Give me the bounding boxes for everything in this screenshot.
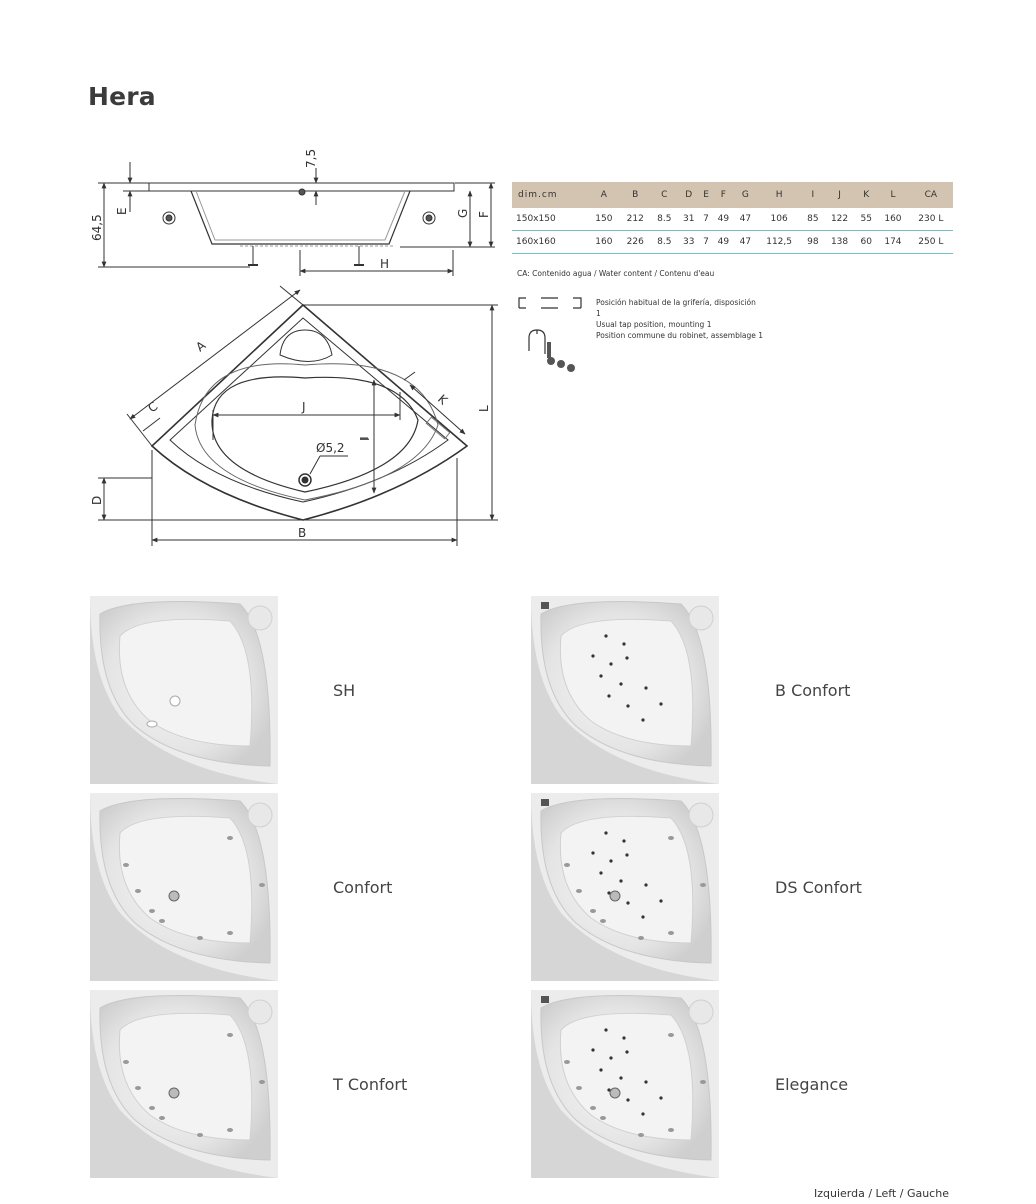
table-cell: 8.5 [650, 230, 678, 254]
table-cell: 212 [619, 208, 651, 231]
table-cell: 150x150 [512, 208, 589, 231]
model-label: DS Confort [775, 878, 862, 897]
table-row: 150x150 150 212 8.5 31 7 49 47 106 85 122 55 160 230 … [512, 208, 953, 231]
dim-label-h: H [380, 257, 389, 271]
table-cell: 122 [823, 208, 856, 231]
table-cell: 55 [855, 208, 878, 231]
table-header-cell: J [823, 182, 856, 208]
table-header-cell: I [801, 182, 824, 208]
water-content-note: CA: Contenido agua / Water content / Con… [517, 269, 715, 278]
table-cell: 98 [801, 230, 824, 254]
table-cell: 7 [699, 208, 713, 231]
dim-label-f: F [477, 211, 491, 218]
table-cell: 250 L [908, 230, 953, 254]
dim-label-e: E [115, 207, 129, 215]
table-cell: 150 [588, 208, 620, 231]
table-cell: 160 [877, 208, 909, 231]
side-shell [190, 190, 411, 245]
dim-label-g: G [456, 209, 470, 218]
model-photo [531, 793, 719, 981]
table-cell: 49 [712, 230, 735, 254]
dim-label-j: J [301, 400, 306, 414]
dim-label-b: B [298, 526, 306, 540]
table-cell: 47 [734, 230, 757, 254]
table-header-cell: G [734, 182, 757, 208]
table-header-cell: A [588, 182, 620, 208]
tap-position-text: Posición habitual de la grifería, dispos… [596, 297, 796, 341]
drain-diameter-label: Ø5,2 [316, 441, 345, 455]
table-cell: 160x160 [512, 230, 589, 254]
table-cell: 60 [855, 230, 878, 254]
model-photo [90, 793, 278, 981]
tap-text-es: Posición habitual de la grifería, dispos… [596, 298, 756, 307]
table-header-cell: K [855, 182, 878, 208]
model-photo [531, 596, 719, 784]
table-header-cell: dim.cm [512, 182, 589, 208]
table-header-cell: D [677, 182, 700, 208]
table-cell: 47 [734, 208, 757, 231]
dim-label-7-5: 7,5 [304, 149, 318, 168]
model-label: Confort [333, 878, 393, 897]
table-cell: 160 [588, 230, 620, 254]
table-cell: 138 [823, 230, 856, 254]
table-cell: 49 [712, 208, 735, 231]
dim-label-64-5: 64,5 [90, 214, 104, 241]
tap-text-en: Usual tap position, mounting 1 [596, 320, 712, 329]
table-header-cell: B [619, 182, 651, 208]
orientation-footer: Izquierda / Left / Gauche [814, 1187, 949, 1200]
model-label: T Confort [333, 1075, 408, 1094]
table-cell: 106 [756, 208, 802, 231]
dim-label-l: L [477, 405, 491, 412]
table-cell: 226 [619, 230, 651, 254]
table-cell: 8.5 [650, 208, 678, 231]
table-header-cell: E [699, 182, 713, 208]
table-header-cell: L [877, 182, 909, 208]
technical-drawing: 7,5 64,5 E G F H A C K L J I D B Ø5,2 [90, 149, 498, 546]
table-cell: 85 [801, 208, 824, 231]
model-photo [531, 990, 719, 1178]
table-cell: 7 [699, 230, 713, 254]
table-header-cell: F [712, 182, 735, 208]
dimensions-table: dim.cm A B C D E F G H I J K L CA 150x150 150 212 8.5 31 7… [512, 182, 953, 254]
table-cell: 33 [677, 230, 700, 254]
dim-label-a: A [193, 338, 209, 355]
table-row: 160x160 160 226 8.5 33 7 49 47 112,5 98 138 60 174 25… [512, 230, 953, 254]
model-photo [90, 596, 278, 784]
tap-text-fr: Position commune du robinet, assemblage … [596, 331, 764, 340]
page-title: Hera [88, 82, 156, 111]
dim-label-i: I [358, 437, 372, 441]
tap-text-num: 1 [596, 309, 601, 318]
table-header-cell: C [650, 182, 678, 208]
model-label: B Confort [775, 681, 851, 700]
dim-label-c: C [145, 399, 160, 415]
table-cell: 174 [877, 230, 909, 254]
model-label: Elegance [775, 1075, 849, 1094]
model-photo [90, 990, 278, 1178]
dim-label-d: D [90, 496, 104, 505]
table-cell: 112,5 [756, 230, 802, 254]
table-header-cell: H [756, 182, 802, 208]
dim-label-k: K [435, 392, 451, 408]
tap-position-icon [518, 297, 582, 372]
table-header-cell: CA [908, 182, 953, 208]
model-label: SH [333, 681, 356, 700]
table-cell: 230 L [908, 208, 953, 231]
table-cell: 31 [677, 208, 700, 231]
